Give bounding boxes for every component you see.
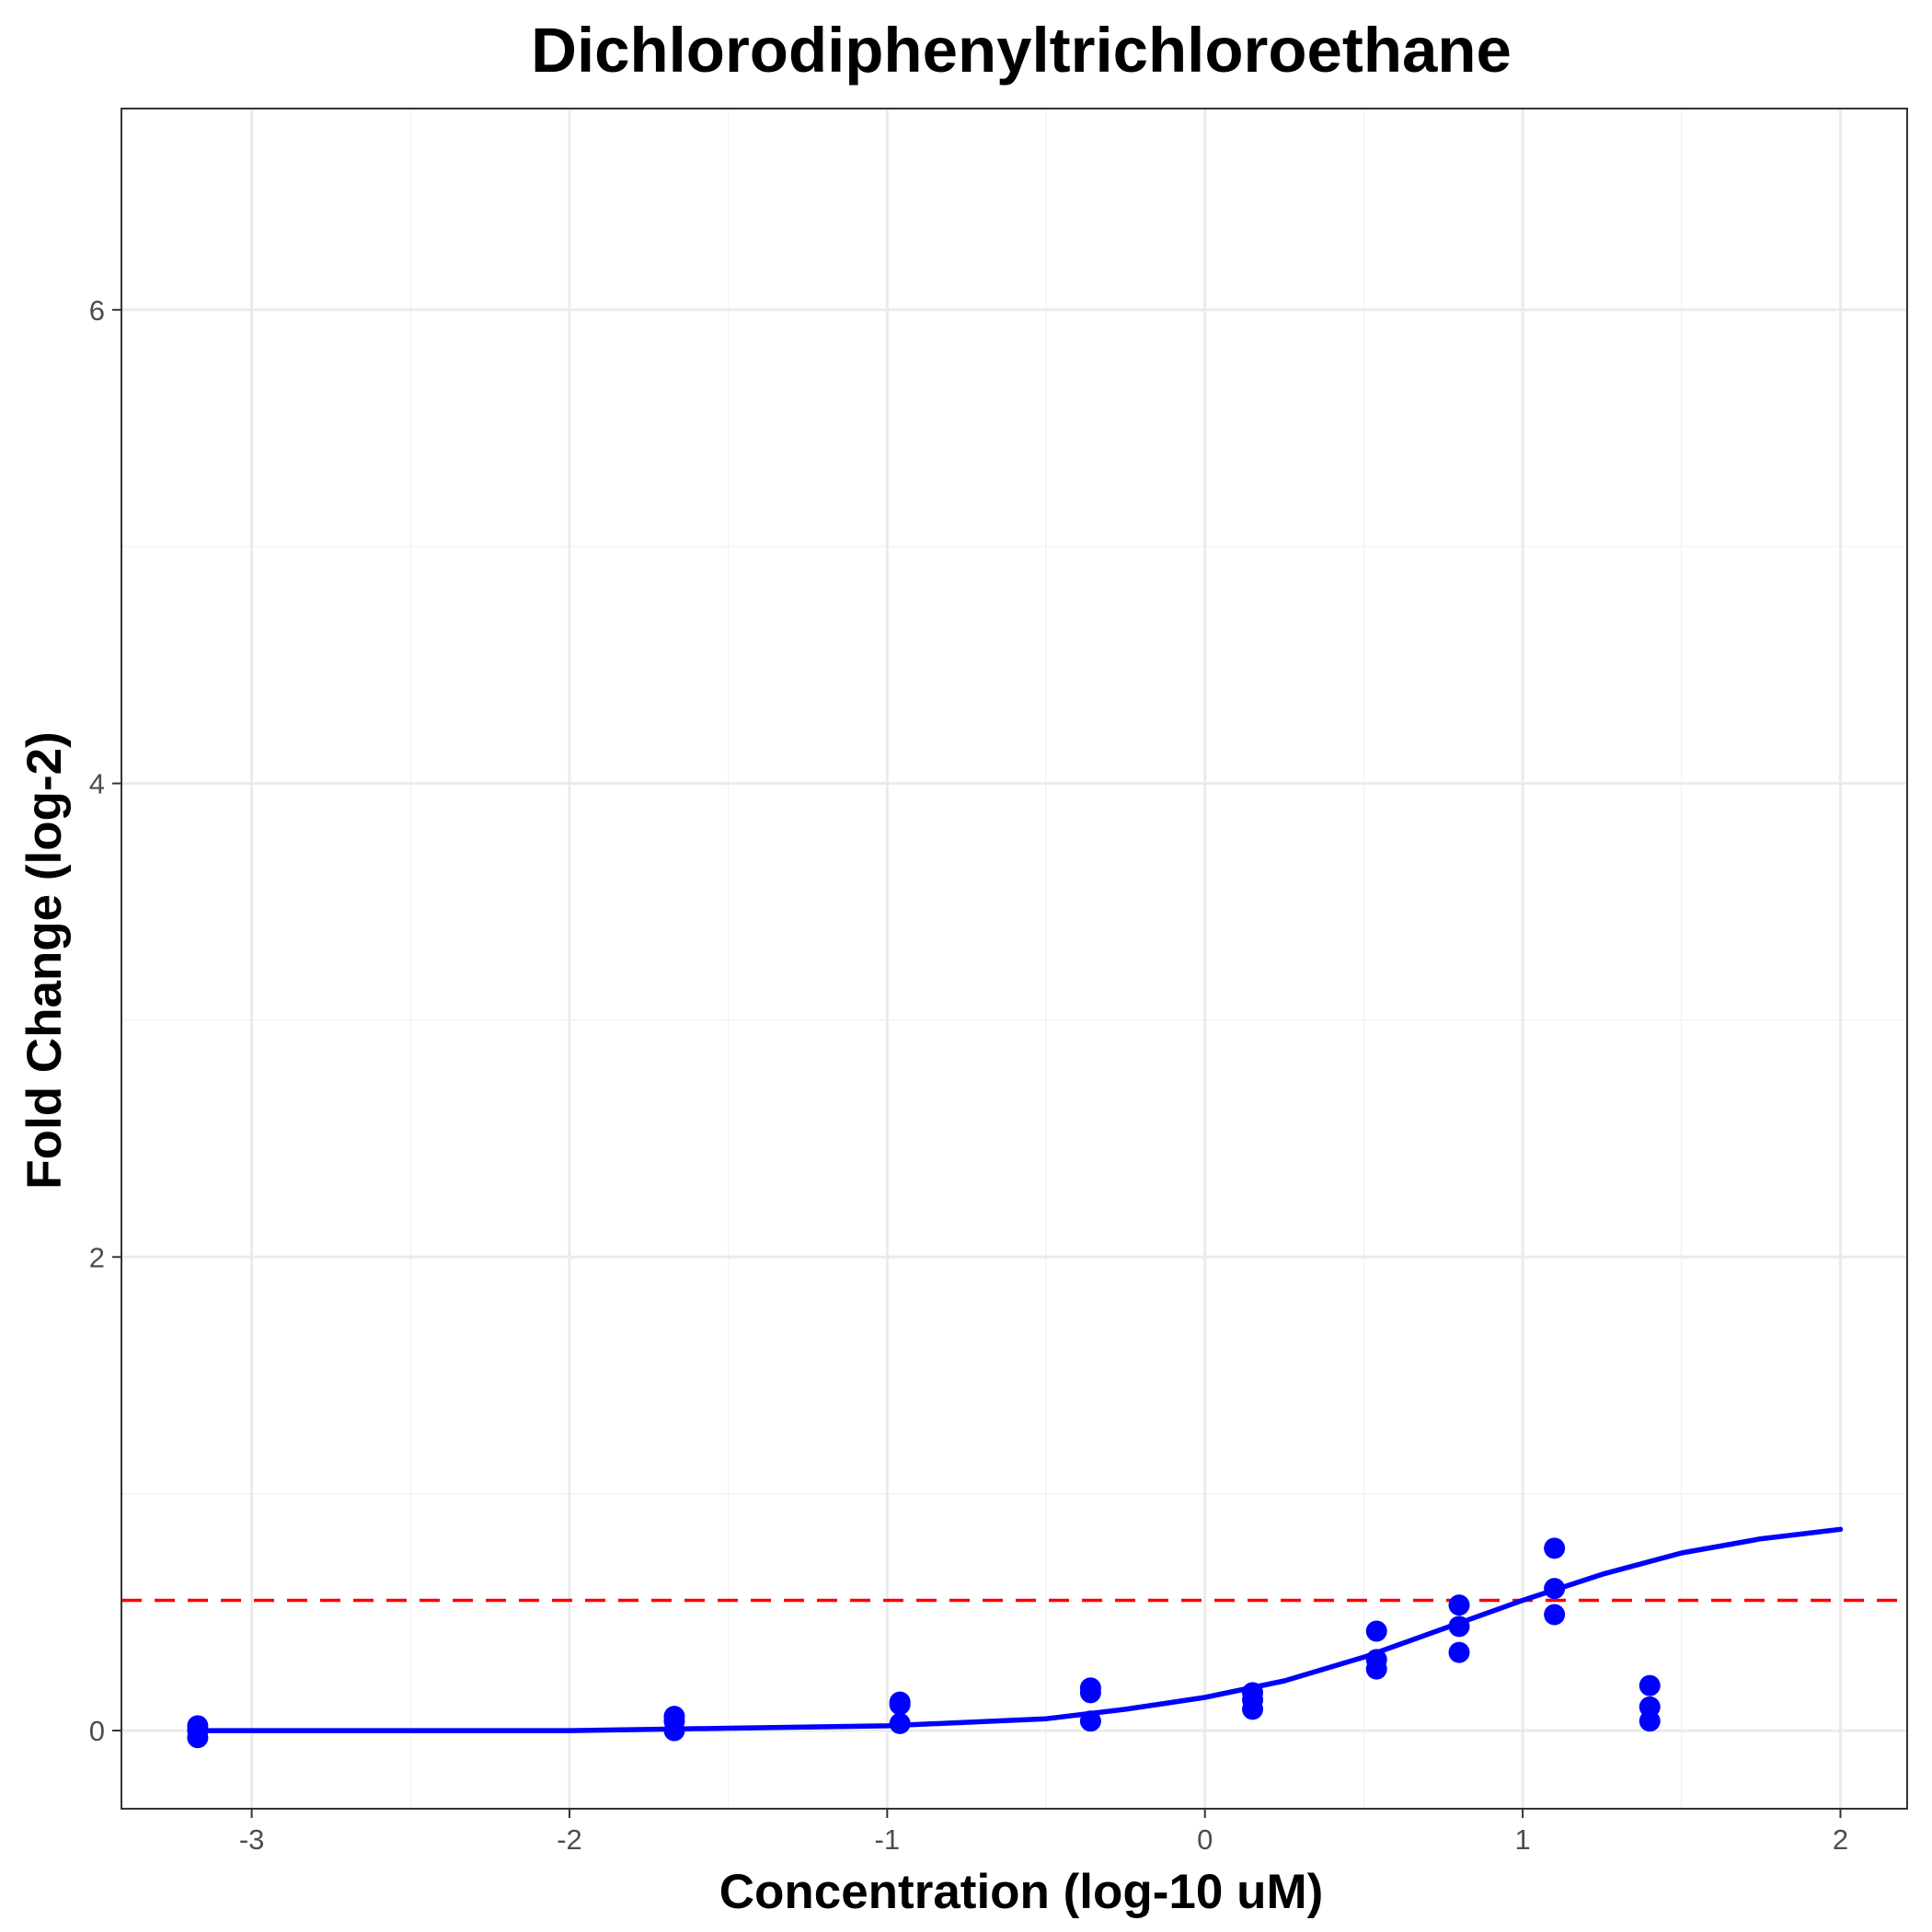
y-tick-label: 0 — [89, 1715, 105, 1747]
data-point — [663, 1719, 685, 1742]
x-axis-title: Concentration (log-10 uM) — [719, 1865, 1324, 1919]
x-tick-label: -3 — [239, 1823, 265, 1856]
x-tick-label: 1 — [1514, 1823, 1530, 1856]
data-point — [187, 1727, 209, 1749]
x-axis-tick-labels: -3 -2 -1 0 1 2 — [239, 1823, 1848, 1856]
y-tick-label: 6 — [89, 294, 105, 327]
chart-title: Dichlorodiphenyltrichloroethane — [531, 15, 1512, 86]
minor-gridlines — [121, 109, 1907, 1809]
data-point — [1639, 1674, 1661, 1696]
data-point — [1544, 1578, 1566, 1600]
data-point — [1365, 1620, 1387, 1642]
y-axis-tick-labels: 0 2 4 6 — [89, 294, 105, 1747]
data-point — [1079, 1710, 1101, 1732]
data-point — [1448, 1641, 1470, 1663]
data-point — [1544, 1604, 1566, 1626]
major-gridlines — [121, 109, 1907, 1809]
x-tick-label: 0 — [1197, 1823, 1213, 1856]
data-point — [1242, 1698, 1264, 1720]
data-point — [1365, 1658, 1387, 1680]
y-tick-label: 4 — [89, 768, 105, 800]
data-point — [889, 1712, 911, 1734]
data-point — [1639, 1710, 1661, 1732]
data-point — [889, 1694, 911, 1716]
plot-panel-border — [121, 108, 1908, 1810]
x-tick-label: -2 — [557, 1823, 582, 1856]
y-tick-label: 2 — [89, 1241, 105, 1273]
y-axis-title: Fold Change (log-2) — [17, 731, 72, 1190]
x-tick-label: 2 — [1833, 1823, 1848, 1856]
axis-ticks — [112, 308, 1842, 1818]
x-tick-label: -1 — [875, 1823, 901, 1856]
data-point — [1448, 1594, 1470, 1616]
data-point — [1079, 1682, 1101, 1704]
data-points — [187, 1537, 1661, 1749]
data-point — [1448, 1616, 1470, 1638]
data-point — [1544, 1537, 1566, 1559]
